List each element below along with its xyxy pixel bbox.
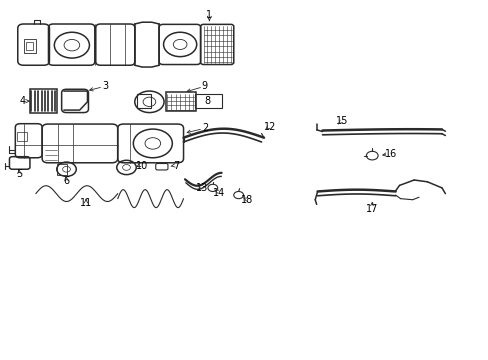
Bar [24, 39, 36, 53]
Text: 14: 14 [213, 188, 225, 198]
Text: 8: 8 [204, 96, 210, 106]
Bar [30, 89, 57, 113]
Text: 13: 13 [195, 183, 207, 193]
Text: 12: 12 [263, 122, 276, 132]
Text: 7: 7 [173, 161, 179, 171]
Text: 15: 15 [335, 116, 347, 126]
Text: 4: 4 [19, 96, 25, 106]
Text: 3: 3 [102, 81, 108, 91]
Text: 10: 10 [136, 161, 148, 171]
Text: 9: 9 [201, 81, 207, 91]
Text: 6: 6 [63, 176, 69, 186]
Text: 2: 2 [202, 123, 208, 133]
Text: 5: 5 [16, 168, 22, 179]
Text: 1: 1 [206, 10, 212, 20]
Text: 16: 16 [384, 149, 396, 159]
Bar [194, 94, 221, 108]
Bar [137, 94, 151, 108]
Bar [57, 164, 66, 175]
Text: 17: 17 [366, 204, 378, 215]
Bar [17, 132, 27, 141]
Bar [26, 42, 33, 50]
Text: 18: 18 [240, 195, 253, 205]
Bar [165, 93, 195, 111]
Text: 11: 11 [80, 198, 92, 208]
